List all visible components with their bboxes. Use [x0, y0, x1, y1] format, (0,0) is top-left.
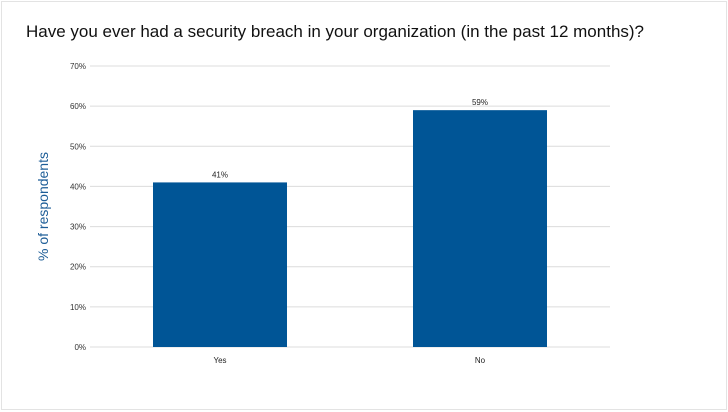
bars: [153, 110, 547, 348]
data-label-yes: 41%: [212, 170, 228, 179]
x-category-label: Yes: [213, 356, 226, 365]
y-tick-label: 10%: [70, 303, 86, 312]
bar-no: [413, 110, 547, 348]
data-label-no: 59%: [472, 98, 488, 107]
data-labels: 41% 59%: [212, 98, 488, 179]
y-axis-ticks: 0% 10% 20% 30% 40% 50% 60% 70%: [70, 62, 86, 352]
x-axis-categories: Yes No: [213, 356, 485, 365]
y-tick-label: 70%: [70, 62, 86, 71]
y-tick-label: 30%: [70, 223, 86, 232]
bar-yes: [153, 182, 287, 347]
y-tick-label: 60%: [70, 102, 86, 111]
y-tick-label: 50%: [70, 142, 86, 151]
y-tick-label: 0%: [74, 343, 86, 352]
chart-title: Have you ever had a security breach in y…: [26, 22, 645, 41]
y-tick-label: 40%: [70, 182, 86, 191]
x-category-label: No: [475, 356, 486, 365]
y-tick-label: 20%: [70, 263, 86, 272]
y-axis-label: % of respondents: [35, 152, 51, 261]
